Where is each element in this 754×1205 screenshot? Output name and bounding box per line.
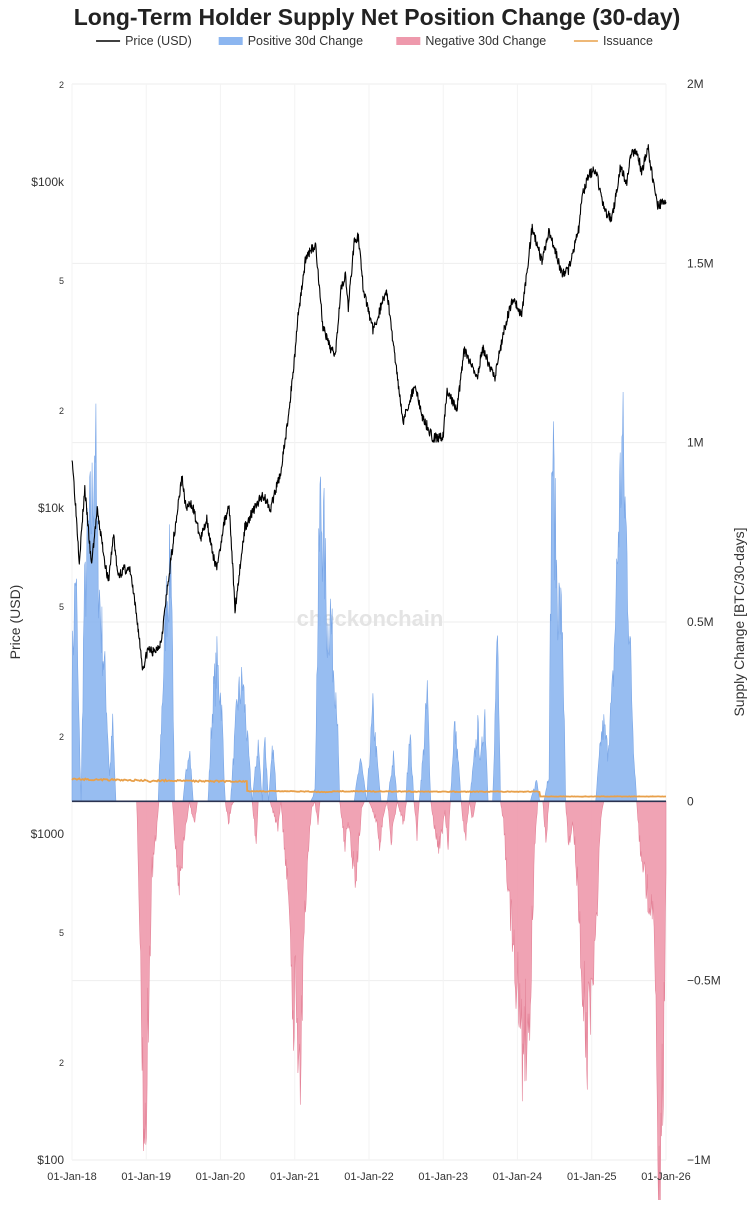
right-axis: −1M −0.5M 0 0.5M 1M 1.5M 2M <box>687 77 721 1167</box>
left-tick-label: 5 <box>59 928 64 938</box>
legend: Price (USD) Positive 30d Change Negative 3… <box>96 34 653 48</box>
right-tick-label: 2M <box>687 77 704 91</box>
right-tick-label: 0.5M <box>687 615 714 629</box>
right-axis-label: Supply Change [BTC/30-days] <box>731 527 747 716</box>
right-tick-label: 1M <box>687 436 704 450</box>
price-line <box>71 144 667 671</box>
x-tick-label: 01-Jan-26 <box>641 1171 691 1183</box>
left-tick-label: 5 <box>59 602 64 612</box>
right-tick-label: −1M <box>687 1153 711 1167</box>
left-tick-label: $100k <box>31 175 65 189</box>
left-tick-label: $100 <box>37 1153 64 1167</box>
x-tick-label: 01-Jan-19 <box>121 1171 171 1183</box>
left-tick-label: $1000 <box>31 827 65 841</box>
x-tick-label: 01-Jan-24 <box>493 1171 543 1183</box>
left-axis: $100 2 5 $1000 2 5 $10k 2 5 $100k 2 <box>31 80 65 1167</box>
x-tick-label: 01-Jan-18 <box>47 1171 97 1183</box>
legend-label: Issuance <box>603 34 653 48</box>
negative-change-series <box>115 801 667 1205</box>
legend-swatch <box>218 37 243 45</box>
left-tick-label: $10k <box>38 501 65 515</box>
x-tick-label: 01-Jan-20 <box>196 1171 246 1183</box>
x-tick-label: 01-Jan-22 <box>344 1171 394 1183</box>
left-tick-label: 2 <box>59 1058 64 1068</box>
right-tick-label: 0 <box>687 794 694 808</box>
legend-label: Price (USD) <box>125 34 192 48</box>
issuance-line <box>71 777 666 798</box>
legend-swatch <box>396 37 421 45</box>
left-axis-label: Price (USD) <box>7 585 23 660</box>
issuance-series <box>71 777 666 798</box>
negative-change-area <box>115 801 667 1205</box>
price-series <box>71 144 667 671</box>
left-tick-label: 2 <box>59 732 64 742</box>
legend-label: Positive 30d Change <box>248 34 363 48</box>
right-tick-label: −0.5M <box>687 974 721 988</box>
right-tick-label: 1.5M <box>687 256 714 270</box>
x-axis: 01-Jan-18 01-Jan-19 01-Jan-20 01-Jan-21 01-J… <box>47 1171 691 1183</box>
chart-title: Long-Term Holder Supply Net Position Cha… <box>74 4 681 30</box>
x-tick-label: 01-Jan-25 <box>567 1171 617 1183</box>
left-tick-label: 2 <box>59 80 64 90</box>
x-tick-label: 01-Jan-23 <box>418 1171 468 1183</box>
legend-label: Negative 30d Change <box>425 34 546 48</box>
left-tick-label: 5 <box>59 276 64 286</box>
left-tick-label: 2 <box>59 406 64 416</box>
x-tick-label: 01-Jan-21 <box>270 1171 320 1183</box>
